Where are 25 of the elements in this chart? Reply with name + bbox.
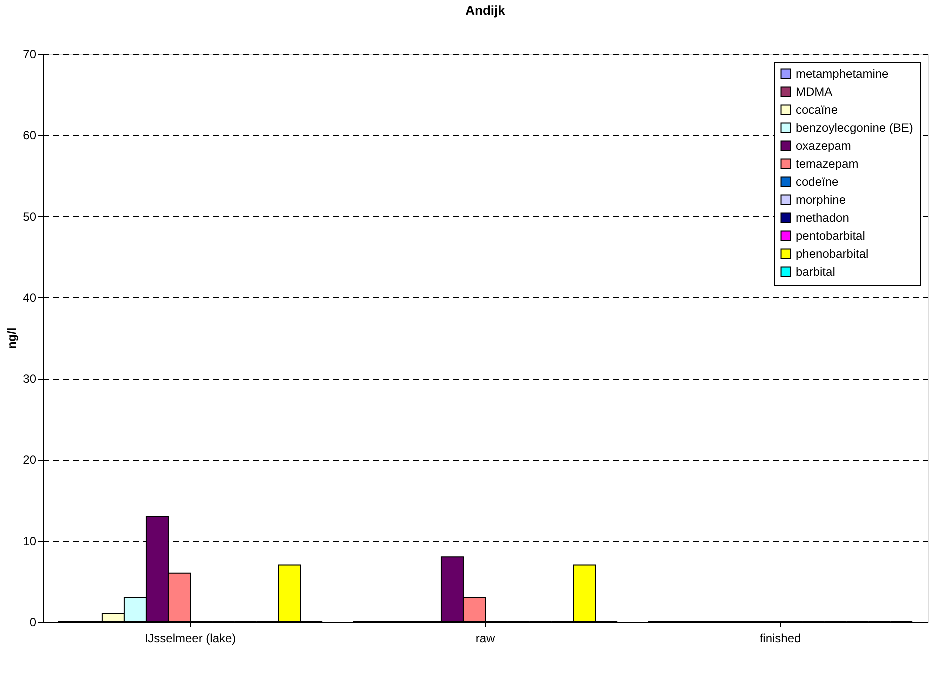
x-tick-label: raw <box>476 632 496 646</box>
legend-label: methadon <box>796 211 850 225</box>
x-tick-label: finished <box>760 632 802 646</box>
legend-label: morphine <box>796 193 846 207</box>
y-tick-label: 50 <box>23 210 37 224</box>
y-tick-label: 70 <box>23 48 37 62</box>
legend-label: cocaïne <box>796 103 838 117</box>
legend-label: metamphetamine <box>796 67 890 81</box>
y-tick-label: 0 <box>30 616 37 630</box>
legend-label: pentobarbital <box>796 229 866 243</box>
chart-title: Andijk <box>466 3 506 18</box>
legend-label: phenobarbital <box>796 247 869 261</box>
x-tick-label: IJsselmeer (lake) <box>144 632 236 646</box>
y-tick-label: 20 <box>23 453 37 468</box>
legend-label: MDMA <box>796 85 833 99</box>
y-tick-label: 30 <box>23 372 37 386</box>
legend-label: temazepam <box>796 157 859 171</box>
legend-label: benzoylecgonine (BE) <box>796 121 914 135</box>
y-tick-label: 10 <box>23 534 37 548</box>
y-tick-label: 60 <box>23 128 37 143</box>
y-tick-label: 40 <box>23 290 37 305</box>
legend-label: codeïne <box>796 175 840 189</box>
y-axis-title: ng/l <box>5 328 20 350</box>
legend-label: barbital <box>796 265 836 279</box>
legend-label: oxazepam <box>796 139 852 153</box>
